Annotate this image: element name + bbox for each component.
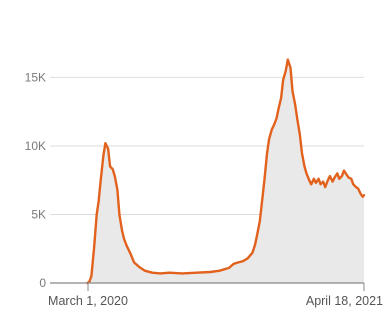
x-tick-label: April 18, 2021 — [306, 294, 383, 308]
y-tick-label: 15K — [25, 70, 46, 84]
series-line-layer — [86, 58, 366, 285]
x-axis — [50, 282, 365, 291]
series-area — [87, 59, 365, 283]
y-tick-label: 5K — [31, 207, 46, 221]
x-tick-label: March 1, 2020 — [48, 294, 128, 308]
series-line — [86, 58, 366, 285]
y-tick-label: 0 — [39, 276, 46, 290]
tick-labels: 0 5K 10K 15K March 1, 2020 April 18, 2021 — [25, 70, 383, 308]
y-tick-label: 10K — [25, 139, 46, 153]
area-fill-layer — [87, 59, 365, 283]
